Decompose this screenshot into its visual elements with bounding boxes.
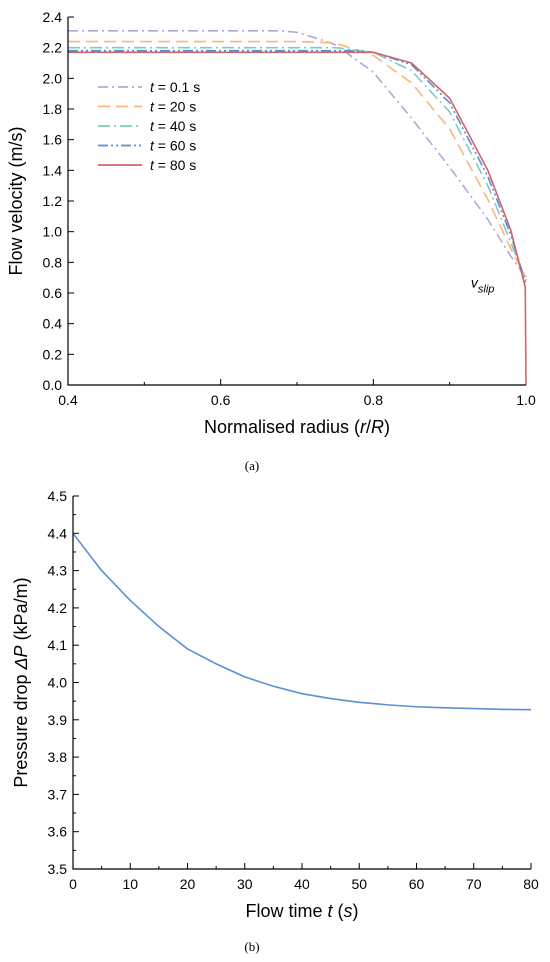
caption-a: (a) — [245, 458, 259, 473]
x-tick-label: 0 — [69, 876, 77, 892]
series-line-4 — [68, 51, 527, 386]
y-tick-label: 1.4 — [43, 162, 63, 178]
series-line-0 — [68, 29, 527, 279]
x-tick-label: 0.4 — [58, 392, 78, 408]
series-line-1 — [68, 40, 527, 279]
chart-pressure-drop: 0 10 20 30 40 50 60 70 80 3.5 3.6 3.7 3.8 3.9 4.0 4.1 4.… — [11, 488, 539, 921]
y-tick-label: 4.0 — [48, 675, 68, 691]
x-tick-label: 60 — [409, 876, 425, 892]
axes-frame — [72, 496, 531, 870]
x-tick-label: 70 — [466, 876, 482, 892]
caption-b: (b) — [244, 939, 259, 954]
y-tick-label: 2.0 — [43, 70, 63, 86]
y-tick-label: 3.6 — [48, 824, 68, 840]
y-tick-label: 3.5 — [48, 861, 68, 877]
y-tick-label: 0.6 — [43, 285, 63, 301]
x-tick-label: 1.0 — [516, 392, 536, 408]
legend-label-1: t = 20 s — [150, 99, 196, 115]
y-tick-label: 3.8 — [48, 749, 68, 765]
legend-label-3: t = 60 s — [150, 138, 196, 154]
legend-label-0: t = 0.1 s — [150, 79, 200, 95]
x-tick-label: 80 — [523, 876, 539, 892]
y-tick-label: 1.0 — [43, 224, 63, 240]
legend: t = 0.1 s t = 20 s t = 40 s t = 60 s t = 80 … — [98, 79, 200, 173]
x-tick-label: 0.8 — [364, 392, 384, 408]
x-tick-label: 20 — [180, 876, 196, 892]
x-tick-label: 10 — [122, 876, 138, 892]
x-tick-label: 30 — [237, 876, 253, 892]
legend-label-4: t = 80 s — [150, 157, 196, 173]
y-tick-label: 2.2 — [43, 40, 63, 56]
annotation-v-slip: vslip — [471, 274, 495, 295]
y-tick-label: 4.3 — [48, 563, 68, 579]
y-tick-label: 3.9 — [48, 712, 68, 728]
y-tick-label: 4.5 — [48, 488, 68, 504]
chart-velocity-profile: 0.4 0.6 0.8 1.0 0.0 0.2 0.4 0.6 0.8 1.0 1.2 1.4 1.6 1… — [6, 9, 536, 437]
series-line-0 — [72, 532, 532, 711]
y-tick-label: 3.7 — [48, 786, 68, 802]
y-tick-label: 0.4 — [43, 316, 63, 332]
x-axis-title: Normalised radius (r/R) — [204, 417, 390, 437]
y-tick-label: 4.2 — [48, 600, 68, 616]
axes-frame — [67, 17, 526, 386]
y-tick-label: 0.2 — [43, 346, 63, 362]
x-axis-title: Flow time t (s) — [245, 901, 358, 921]
x-tick-label: 0.6 — [211, 392, 231, 408]
y-tick-label: 4.1 — [48, 637, 68, 653]
x-tick-label: 40 — [294, 876, 310, 892]
legend-label-2: t = 40 s — [150, 118, 196, 134]
y-tick-label: 1.6 — [43, 132, 63, 148]
series-line-3 — [68, 49, 527, 285]
x-tick-label: 50 — [351, 876, 367, 892]
y-tick-label: 0.8 — [43, 254, 63, 270]
y-tick-label: 1.8 — [43, 101, 63, 117]
y-axis-title: Pressure drop ΔP (kPa/m) — [11, 577, 31, 787]
y-axis-title: Flow velocity (m/s) — [6, 126, 26, 275]
y-tick-label: 1.2 — [43, 193, 63, 209]
y-tick-label: 0.0 — [43, 377, 63, 393]
y-tick-label: 2.4 — [43, 9, 63, 25]
y-tick-label: 4.4 — [48, 525, 68, 541]
series-line-2 — [68, 46, 527, 282]
